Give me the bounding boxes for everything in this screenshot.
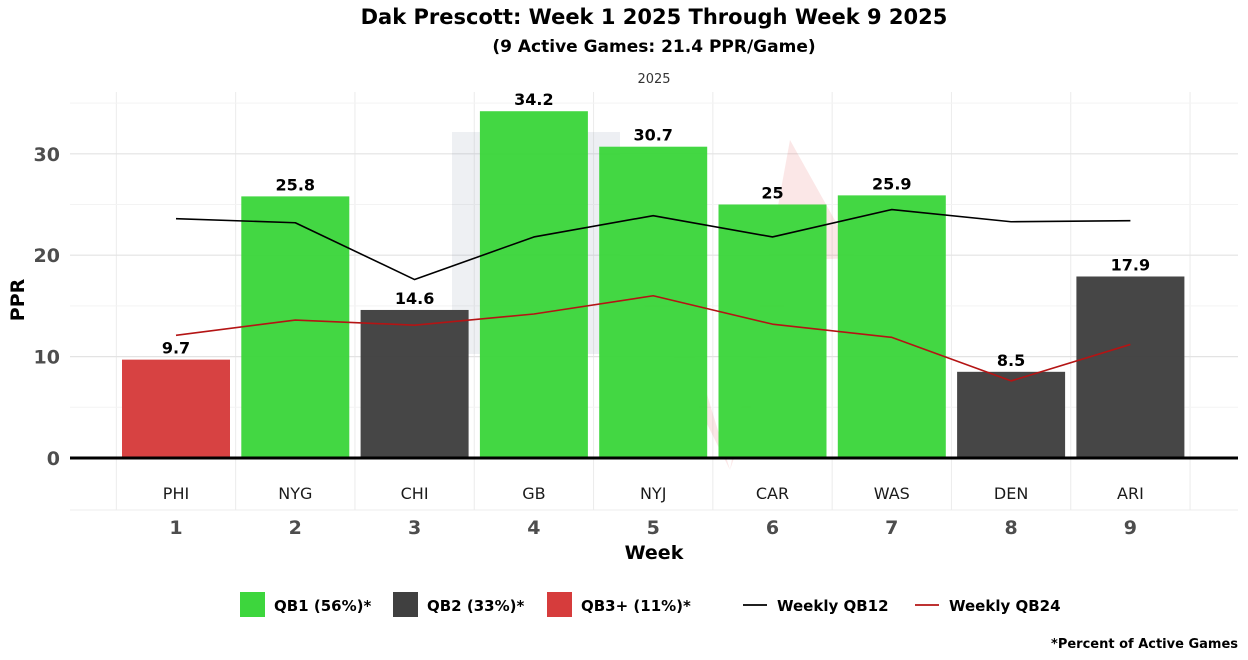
opponent-label: GB: [522, 484, 545, 503]
chart-title: Dak Prescott: Week 1 2025 Through Week 9…: [361, 5, 948, 29]
y-axis-title: PPR: [7, 278, 29, 321]
y-axis-ticks: 0 10 20 30: [34, 144, 60, 470]
footnote: *Percent of Active Games: [1051, 637, 1238, 652]
bar-week-5: [599, 146, 708, 458]
bar-week-9: [1076, 276, 1185, 458]
chart-subtitle: (9 Active Games: 21.4 PPR/Game): [492, 37, 815, 57]
bar-value-label: 30.7: [633, 126, 672, 145]
bar-value-label: 34.2: [514, 90, 553, 109]
week-tick-label: 3: [408, 517, 421, 539]
facet-label: 2025: [637, 72, 670, 87]
legend-qb2-label: QB2 (33%)*: [427, 597, 524, 615]
week-tick-label: 5: [647, 517, 660, 539]
x-axis-ticks: 1 2 3 4 5 6 7 8 9: [169, 517, 1137, 539]
opponent-labels: PHI NYG CHI GB NYJ CAR WAS DEN ARI: [163, 484, 1144, 503]
week-tick-label: 2: [289, 517, 302, 539]
opponent-label: PHI: [163, 484, 189, 503]
reference-lines: [175, 208, 1131, 382]
week-tick-label: 4: [527, 517, 540, 539]
bar-value-label: 25: [761, 184, 783, 203]
bars: [122, 111, 1185, 458]
y-tick-label: 0: [47, 448, 60, 470]
legend: QB1 (56%)* QB2 (33%)* QB3+ (11%)* Weekly QB…: [240, 592, 1061, 617]
bar-week-6: [718, 204, 827, 458]
x-axis-title: Week: [625, 542, 684, 564]
opponent-label: CAR: [756, 484, 789, 503]
bar-value-label: 8.5: [997, 351, 1025, 370]
legend-qb2-swatch: [393, 592, 418, 617]
legend-qb3plus-label: QB3+ (11%)*: [581, 597, 691, 615]
opponent-label: CHI: [401, 484, 429, 503]
opponent-label: NYG: [278, 484, 312, 503]
bar-week-7: [837, 195, 946, 458]
week-tick-label: 1: [169, 517, 182, 539]
opponent-label: NYJ: [640, 484, 666, 503]
bar-week-8: [957, 371, 1066, 458]
week-tick-label: 7: [885, 517, 898, 539]
legend-weekly-qb24-label: Weekly QB24: [949, 597, 1061, 615]
legend-qb3plus-swatch: [547, 592, 572, 617]
week-tick-label: 8: [1004, 517, 1017, 539]
legend-qb1-swatch: [240, 592, 265, 617]
bar-week-4: [479, 111, 588, 458]
week-tick-label: 9: [1124, 517, 1137, 539]
legend-weekly-qb12-label: Weekly QB12: [777, 597, 889, 615]
opponent-label: WAS: [874, 484, 910, 503]
bar-week-2: [241, 196, 350, 458]
opponent-label: DEN: [994, 484, 1028, 503]
bar-value-label: 14.6: [395, 289, 434, 308]
bar-value-label: 9.7: [162, 339, 190, 358]
week-tick-label: 6: [766, 517, 779, 539]
weekly-qb12-line: [175, 208, 1131, 281]
bar-value-label: 25.9: [872, 174, 911, 193]
legend-qb1-label: QB1 (56%)*: [274, 597, 371, 615]
opponent-label: ARI: [1117, 484, 1144, 503]
y-tick-label: 20: [34, 245, 60, 267]
bar-week-3: [360, 309, 469, 458]
bar-labels: 9.7 25.8 14.6 34.2 30.7 25 25.9 8.5 17.9: [162, 90, 1150, 370]
bar-value-label: 25.8: [276, 175, 315, 194]
bar-week-1: [122, 359, 230, 458]
bar-value-label: 17.9: [1111, 255, 1150, 274]
y-tick-label: 10: [34, 347, 60, 369]
weekly-qb24-line: [175, 294, 1131, 382]
y-tick-label: 30: [34, 144, 60, 166]
